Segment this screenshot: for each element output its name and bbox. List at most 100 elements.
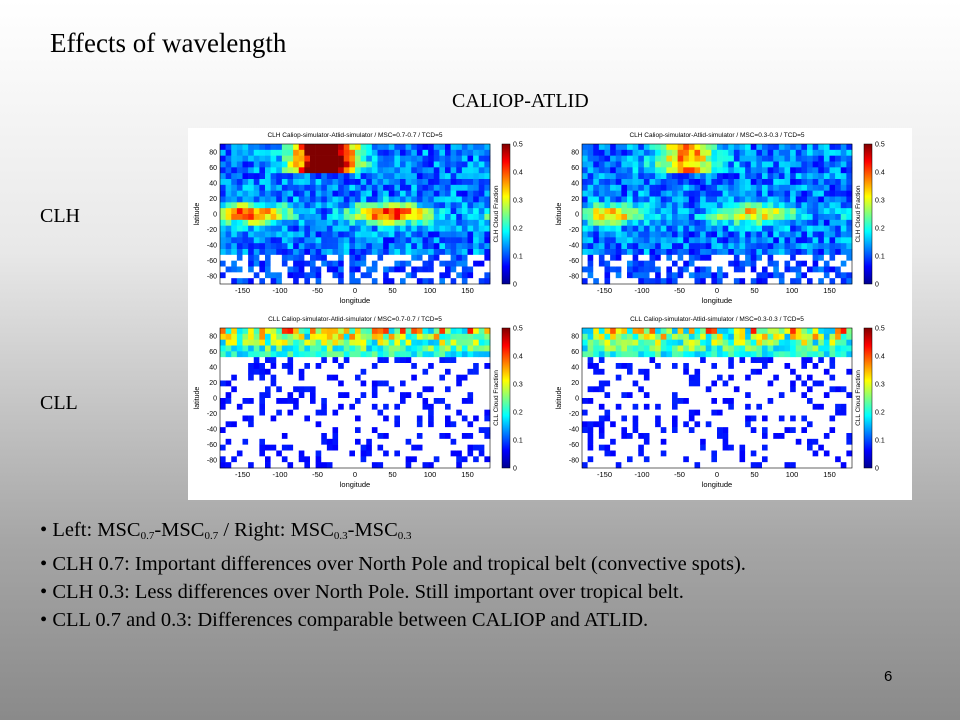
map-cell	[293, 433, 300, 440]
map-cell	[818, 196, 825, 203]
map-cell	[259, 433, 266, 440]
y-tick-label: 60	[209, 349, 217, 356]
map-cell	[807, 149, 813, 156]
map-cell	[711, 392, 718, 399]
map-cell	[433, 243, 440, 250]
map-cell	[773, 368, 780, 375]
map-cell	[270, 149, 277, 156]
map-cell	[728, 179, 735, 186]
map-cell	[276, 462, 283, 469]
map-cell	[632, 386, 639, 393]
map-cell	[220, 167, 226, 174]
map-cell	[756, 225, 763, 232]
map-cell	[220, 415, 226, 422]
map-cell	[778, 173, 785, 180]
map-cell	[388, 272, 395, 279]
map-cell	[259, 415, 266, 422]
map-cell	[790, 254, 797, 261]
map-cell	[683, 444, 690, 451]
map-cell	[733, 386, 740, 393]
map-cell	[456, 339, 463, 346]
map-cell	[315, 333, 322, 340]
map-cell	[683, 363, 690, 370]
map-cell	[593, 179, 600, 186]
map-cell	[343, 231, 350, 238]
map-cell	[433, 363, 440, 370]
map-cell	[593, 225, 600, 232]
map-cell	[355, 190, 361, 197]
map-cell	[461, 368, 468, 375]
map-cell	[332, 374, 339, 381]
map-cell	[722, 368, 729, 375]
map-cell	[253, 219, 260, 226]
map-cell	[298, 462, 305, 469]
map-cell	[846, 260, 853, 267]
map-cell	[846, 225, 853, 232]
map-cell	[705, 450, 712, 457]
map-cell	[383, 190, 390, 197]
map-cell	[293, 214, 300, 221]
map-cell	[360, 444, 367, 451]
map-cell	[433, 333, 440, 340]
map-cell	[807, 433, 813, 440]
map-cell	[310, 196, 316, 203]
map-cell	[829, 272, 836, 279]
map-cell	[349, 433, 356, 440]
map-cell	[236, 278, 243, 285]
map-cell	[276, 249, 283, 256]
colorbar	[863, 327, 873, 469]
map-cell	[259, 184, 266, 191]
map-cell	[615, 398, 622, 405]
map-cell	[835, 462, 842, 469]
map-cell	[593, 392, 600, 399]
map-cell	[456, 333, 463, 340]
map-cell	[756, 363, 763, 370]
map-cell	[225, 260, 232, 267]
map-cell	[478, 357, 485, 364]
map-cell	[310, 456, 316, 463]
map-cell	[445, 345, 451, 352]
map-cell	[248, 398, 255, 405]
colorbar-tick-label: 0	[513, 282, 517, 289]
map-cell	[655, 214, 662, 221]
map-cell	[739, 444, 746, 451]
map-cell	[265, 374, 271, 381]
map-cell	[225, 243, 232, 250]
map-cell	[677, 190, 684, 197]
map-cell	[355, 409, 361, 416]
map-cell	[343, 398, 350, 405]
map-cell	[705, 254, 712, 261]
map-cell	[773, 386, 780, 393]
map-cell	[310, 328, 316, 335]
map-cell	[473, 403, 480, 410]
map-cell	[377, 190, 384, 197]
map-cell	[259, 357, 266, 364]
map-cell	[705, 409, 712, 416]
map-cell	[615, 351, 622, 358]
map-cell	[700, 438, 707, 445]
map-cell	[739, 438, 746, 445]
map-cell	[355, 438, 361, 445]
map-cell	[220, 409, 226, 416]
map-cell	[388, 214, 395, 221]
map-cell	[332, 450, 339, 457]
map-cell	[326, 249, 333, 256]
map-cell	[632, 339, 639, 346]
map-cell	[739, 249, 746, 256]
map-cell	[604, 272, 611, 279]
map-cell	[371, 266, 378, 273]
map-cell	[220, 208, 226, 215]
map-cell	[304, 231, 311, 238]
map-cell	[705, 363, 712, 370]
map-cell	[321, 243, 328, 250]
map-cell	[632, 254, 639, 261]
map-cell	[248, 231, 255, 238]
map-cell	[812, 225, 819, 232]
map-cell	[450, 266, 457, 273]
map-cell	[694, 363, 701, 370]
map-cell	[287, 249, 294, 256]
map-cell	[649, 196, 656, 203]
map-cell	[615, 196, 622, 203]
map-cell	[801, 155, 808, 162]
map-cell	[733, 260, 740, 267]
